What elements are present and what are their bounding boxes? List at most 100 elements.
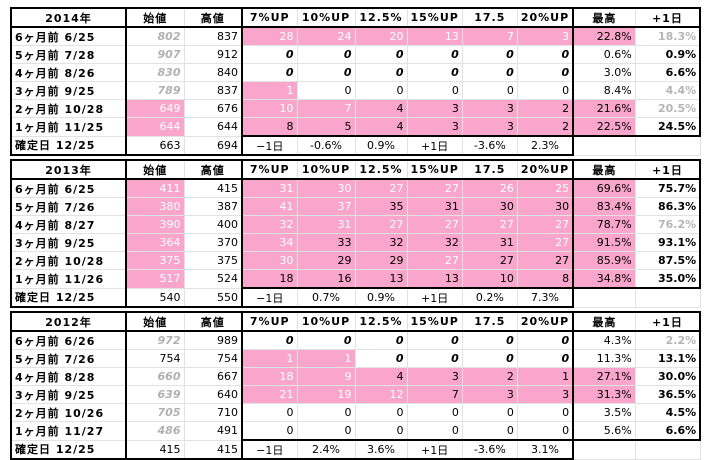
cell-high-price[interactable]: 415 [184, 179, 243, 198]
cell-up17-5[interactable]: 0 [462, 81, 518, 100]
cell-opening-price[interactable]: 375 [125, 251, 185, 270]
column-header-plus1day[interactable]: +1日 [635, 159, 702, 180]
cell-max-gain[interactable]: 69.6% [572, 179, 636, 198]
cell-opening-price[interactable]: 517 [125, 269, 185, 289]
cell-max-gain[interactable]: 3.5% [572, 403, 636, 422]
cell-max-gain[interactable]: 11.3% [572, 349, 636, 368]
cell-up10[interactable]: 1 [297, 349, 356, 368]
row-label[interactable]: 5ヶ月前 7/26 [10, 349, 127, 368]
confirm-max-gain[interactable] [573, 440, 636, 460]
column-header-up20[interactable]: 20%UP [517, 159, 574, 180]
column-header-up15[interactable]: 15%UP [407, 7, 463, 28]
confirm-date-label[interactable]: 確定日 12/25 [10, 288, 127, 308]
cell-up17-5[interactable]: 0 [462, 45, 518, 64]
row-label[interactable]: 2ヶ月前 10/28 [10, 99, 127, 118]
cell-up17-5[interactable]: 3 [462, 385, 518, 404]
cell-up10[interactable]: 0 [297, 403, 356, 422]
cell-opening-price[interactable]: 639 [125, 385, 185, 404]
confirm-plus1day[interactable] [635, 136, 701, 156]
cell-up20[interactable]: 25 [517, 179, 574, 198]
column-header-up7[interactable]: 7%UP [242, 311, 298, 332]
cell-up20[interactable]: 30 [517, 197, 574, 216]
confirm-opening-price[interactable]: 415 [125, 440, 185, 460]
cell-high-price[interactable]: 676 [184, 99, 243, 118]
cell-up12-5[interactable]: 0 [355, 331, 408, 350]
column-header-up17-5[interactable]: 17.5 [462, 7, 518, 28]
cell-up7[interactable]: 21 [242, 385, 298, 404]
cell-max-gain[interactable]: 91.5% [572, 233, 636, 252]
confirm-high-price[interactable]: 694 [184, 136, 243, 156]
column-header-up10[interactable]: 10%UP [297, 311, 356, 332]
cell-up10[interactable]: 16 [297, 269, 356, 289]
confirm-up20[interactable]: 7.3% [517, 288, 575, 308]
cell-up12-5[interactable]: 0 [355, 421, 408, 441]
cell-up12-5[interactable]: 20 [355, 27, 408, 46]
cell-plus1day[interactable]: 4.5% [635, 403, 702, 422]
cell-up15[interactable]: 0 [407, 81, 463, 100]
cell-plus1day[interactable]: 0.9% [635, 45, 702, 64]
cell-up7[interactable]: 0 [242, 331, 298, 350]
cell-opening-price[interactable]: 390 [125, 215, 185, 234]
cell-plus1day[interactable]: 13.1% [635, 349, 702, 368]
cell-up20[interactable]: 0 [517, 403, 574, 422]
cell-up12-5[interactable]: 0 [355, 349, 408, 368]
cell-max-gain[interactable]: 8.4% [572, 81, 636, 100]
column-header-plus1day[interactable]: +1日 [635, 311, 702, 332]
cell-opening-price[interactable]: 649 [125, 99, 185, 118]
cell-plus1day[interactable]: 86.3% [635, 197, 702, 216]
cell-up17-5[interactable]: 31 [462, 233, 518, 252]
cell-max-gain[interactable]: 21.6% [572, 99, 636, 118]
cell-up12-5[interactable]: 27 [355, 215, 408, 234]
cell-plus1day[interactable]: 18.3% [635, 27, 702, 46]
cell-up15[interactable]: 3 [407, 117, 463, 137]
cell-up12-5[interactable]: 0 [355, 403, 408, 422]
year-label[interactable]: 2013年 [10, 159, 127, 180]
cell-high-price[interactable]: 640 [184, 385, 243, 404]
confirm-up10[interactable]: -0.6% [297, 136, 356, 156]
cell-up15[interactable]: 27 [407, 251, 463, 270]
confirm-up7[interactable]: −1日 [241, 288, 298, 308]
confirm-plus1day[interactable] [635, 288, 701, 308]
confirm-up15[interactable]: +1日 [407, 136, 463, 156]
cell-up12-5[interactable]: 0 [355, 45, 408, 64]
column-header-up10[interactable]: 10%UP [297, 159, 356, 180]
cell-max-gain[interactable]: 27.1% [572, 367, 636, 386]
cell-high-price[interactable]: 667 [184, 367, 243, 386]
row-label[interactable]: 6ヶ月前 6/25 [10, 27, 127, 46]
cell-opening-price[interactable]: 486 [125, 421, 185, 441]
cell-plus1day[interactable]: 6.6% [635, 63, 702, 82]
column-header-up20[interactable]: 20%UP [517, 311, 574, 332]
confirm-max-gain[interactable] [573, 136, 636, 156]
cell-opening-price[interactable]: 705 [125, 403, 185, 422]
cell-up17-5[interactable]: 2 [462, 367, 518, 386]
cell-up10[interactable]: 0 [297, 331, 356, 350]
cell-up10[interactable]: 9 [297, 367, 356, 386]
cell-up7[interactable]: 8 [242, 117, 298, 137]
cell-up10[interactable]: 0 [297, 63, 356, 82]
cell-high-price[interactable]: 370 [184, 233, 243, 252]
cell-up20[interactable]: 0 [517, 421, 574, 441]
cell-up15[interactable]: 31 [407, 197, 463, 216]
cell-up7[interactable]: 0 [242, 45, 298, 64]
cell-up20[interactable]: 0 [517, 63, 574, 82]
confirm-date-label[interactable]: 確定日 12/25 [10, 136, 127, 156]
cell-opening-price[interactable]: 972 [125, 331, 185, 350]
confirm-up15[interactable]: +1日 [407, 288, 463, 308]
confirm-up12-5[interactable]: 0.9% [355, 136, 408, 156]
cell-up12-5[interactable]: 4 [355, 99, 408, 118]
cell-up15[interactable]: 0 [407, 63, 463, 82]
column-header-opening-price[interactable]: 始値 [125, 7, 185, 28]
column-header-plus1day[interactable]: +1日 [635, 7, 702, 28]
cell-plus1day[interactable]: 75.7% [635, 179, 702, 198]
cell-plus1day[interactable]: 93.1% [635, 233, 702, 252]
column-header-up10[interactable]: 10%UP [297, 7, 356, 28]
cell-max-gain[interactable]: 78.7% [572, 215, 636, 234]
confirm-up12-5[interactable]: 3.6% [355, 440, 408, 460]
cell-up20[interactable]: 3 [517, 385, 574, 404]
row-label[interactable]: 6ヶ月前 6/26 [10, 331, 127, 350]
confirm-date-label[interactable]: 確定日 12/25 [10, 440, 127, 460]
cell-up17-5[interactable]: 10 [462, 269, 518, 289]
cell-up7[interactable]: 1 [242, 81, 298, 100]
row-label[interactable]: 1ヶ月前 11/26 [10, 269, 127, 289]
cell-up10[interactable]: 0 [297, 81, 356, 100]
